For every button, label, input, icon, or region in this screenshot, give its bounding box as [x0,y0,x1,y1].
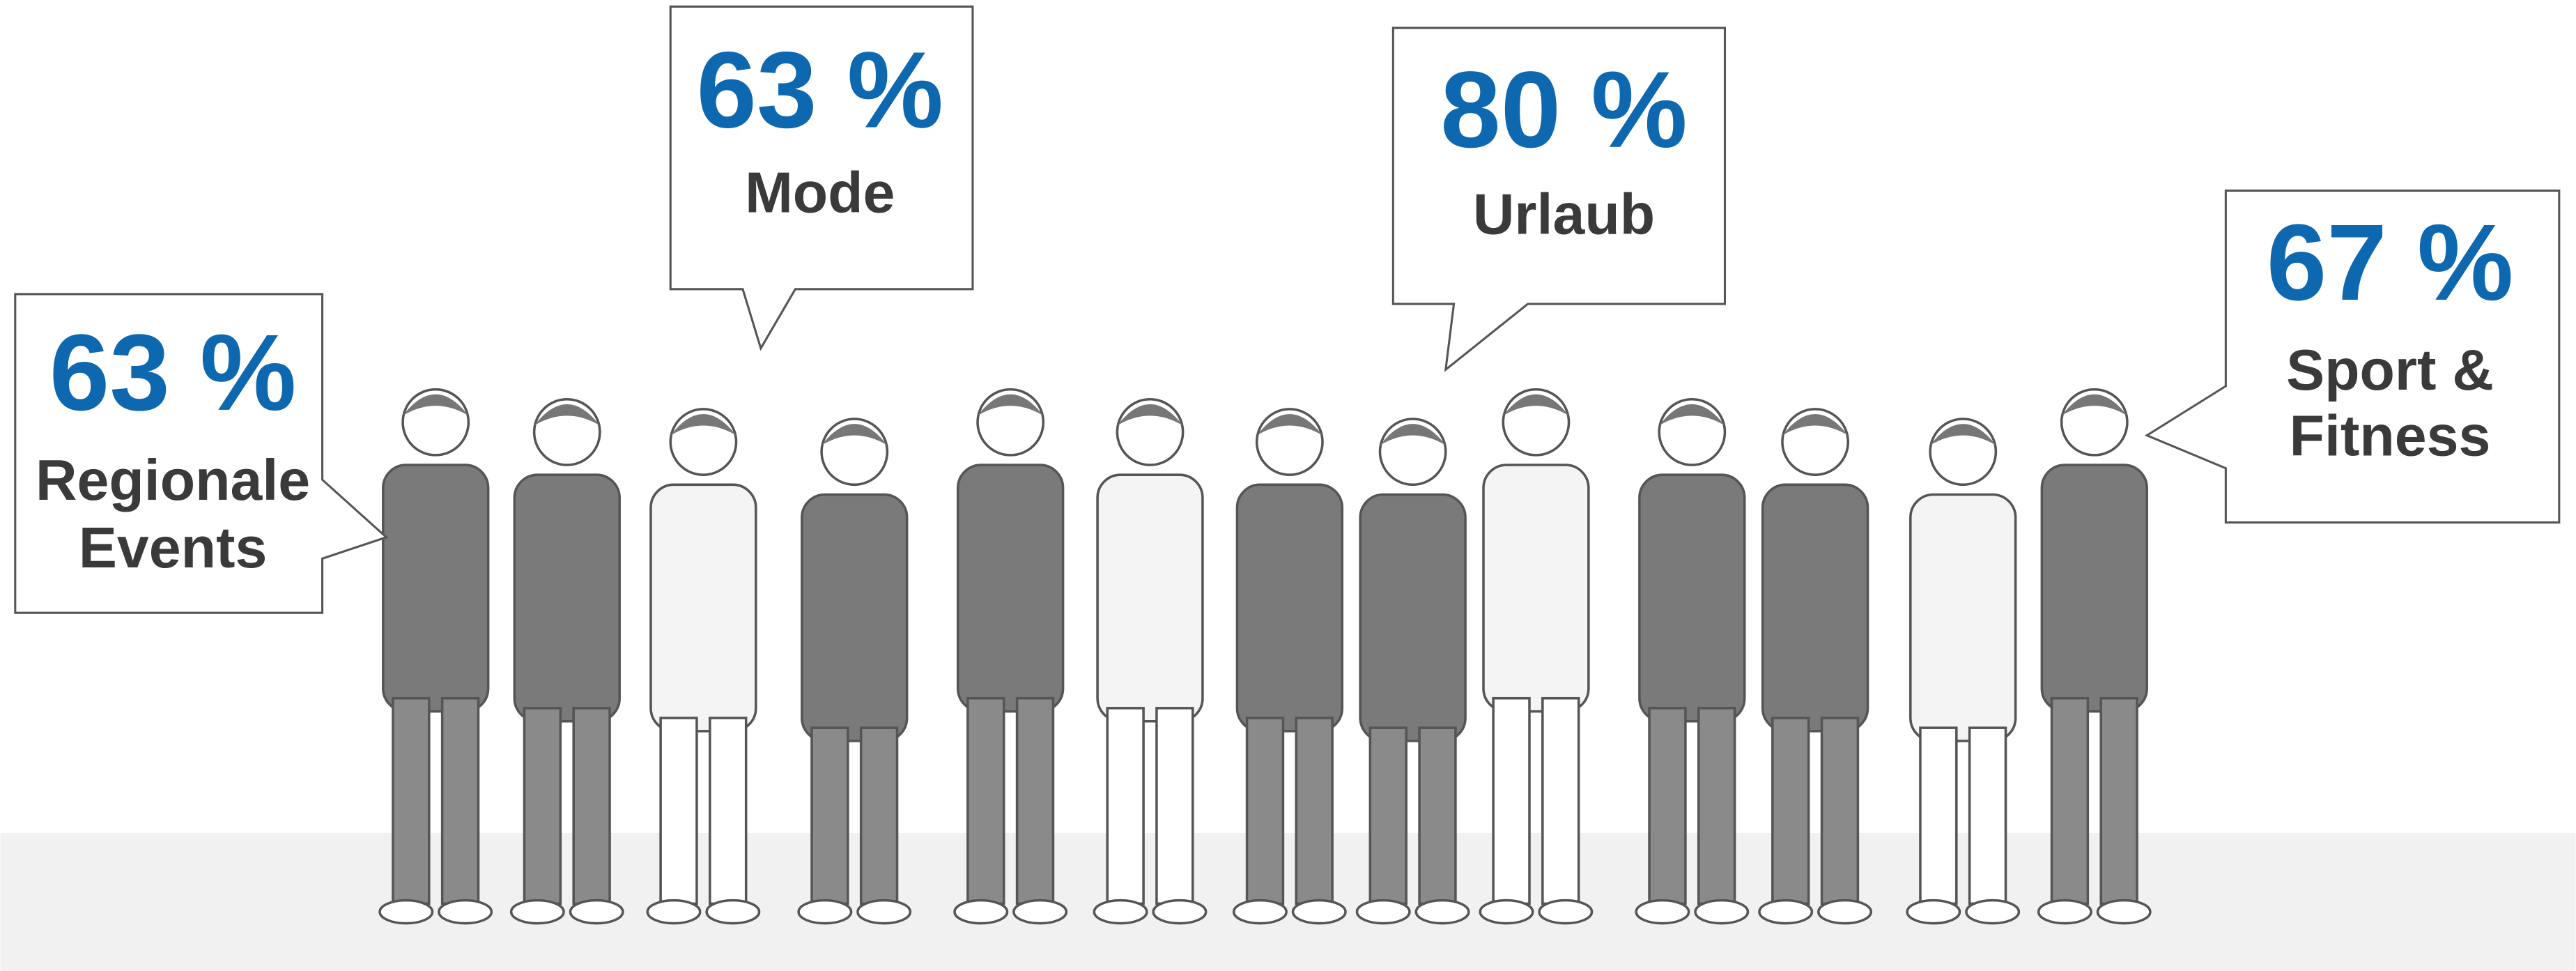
person-body [1483,465,1589,712]
person-body [2042,465,2147,712]
person-shoe [955,901,1007,924]
person-leg [1247,718,1283,903]
person-shoe [1416,901,1468,924]
person-leg [442,698,479,904]
person-body [1640,475,1745,721]
person-shoe [1539,901,1591,924]
person-leg [1699,708,1735,903]
person-shoe [707,901,759,924]
person-body [1097,475,1203,721]
person-leg [1107,708,1143,903]
person-leg [1157,708,1193,903]
person-body [1360,494,1465,741]
callout-label: Regionale [36,448,310,512]
person-leg [1970,728,2006,903]
person-body [514,475,619,721]
person-leg [1649,708,1686,903]
person-leg [1920,728,1957,903]
person-shoe [1234,901,1286,924]
person-shoe [1357,901,1409,924]
person-shoe [799,901,851,924]
person-body [1763,484,1868,731]
person-leg [710,718,746,903]
person-shoe [1966,901,2019,924]
person-shoe [511,901,564,924]
person-leg [573,708,610,903]
callout-value: 67 % [2267,201,2514,323]
floor [1,833,2576,971]
person-leg [1493,698,1529,904]
person-leg [812,728,848,903]
infographic: 63 % RegionaleEvents 63 % Mode 80 % Urlaub 67 … [0,0,2576,971]
page: 63 % RegionaleEvents 63 % Mode 80 % Urlaub 67 … [0,0,2576,971]
person-leg [661,718,697,903]
person-shoe [570,901,622,924]
callout-label: Mode [745,161,895,225]
person-shoe [2039,901,2091,924]
person-leg [861,728,897,903]
person-shoe [439,901,491,924]
callout-label: Events [79,516,268,580]
person-leg [2052,698,2088,904]
person-shoe [1094,901,1146,924]
callout-label: Urlaub [1473,182,1655,246]
callout-label: Sport & [2286,338,2494,402]
person-shoe [1819,901,1871,924]
person-body [958,465,1063,712]
callout-value: 80 % [1440,49,1688,170]
person-shoe [1014,901,1066,924]
person-shoe [1636,901,1688,924]
person-leg [1419,728,1456,903]
person-leg [1543,698,1579,904]
callout-value: 63 % [49,312,297,433]
callout-label: Fitness [2290,404,2491,468]
person-leg [1773,718,1809,903]
person-leg [393,698,429,904]
person-shoe [858,901,910,924]
person-shoe [1480,901,1532,924]
person-body [1237,484,1342,731]
person-leg [1296,718,1332,903]
person-shoe [1759,901,1812,924]
callout-value: 63 % [696,29,943,151]
person-leg [2101,698,2137,904]
person-shoe [2098,901,2150,924]
person-body [651,484,756,731]
person-leg [968,698,1004,904]
person-shoe [1695,901,1748,924]
person-body [802,494,907,741]
person-leg [1370,728,1406,903]
person-shoe [1153,901,1205,924]
person-body [383,465,488,712]
person-shoe [380,901,432,924]
person-leg [524,708,560,903]
person-body [1911,494,2016,741]
person-leg [1822,718,1858,903]
person-shoe [647,901,700,924]
person-shoe [1907,901,1959,924]
person-shoe [1293,901,1345,924]
person-leg [1017,698,1054,904]
